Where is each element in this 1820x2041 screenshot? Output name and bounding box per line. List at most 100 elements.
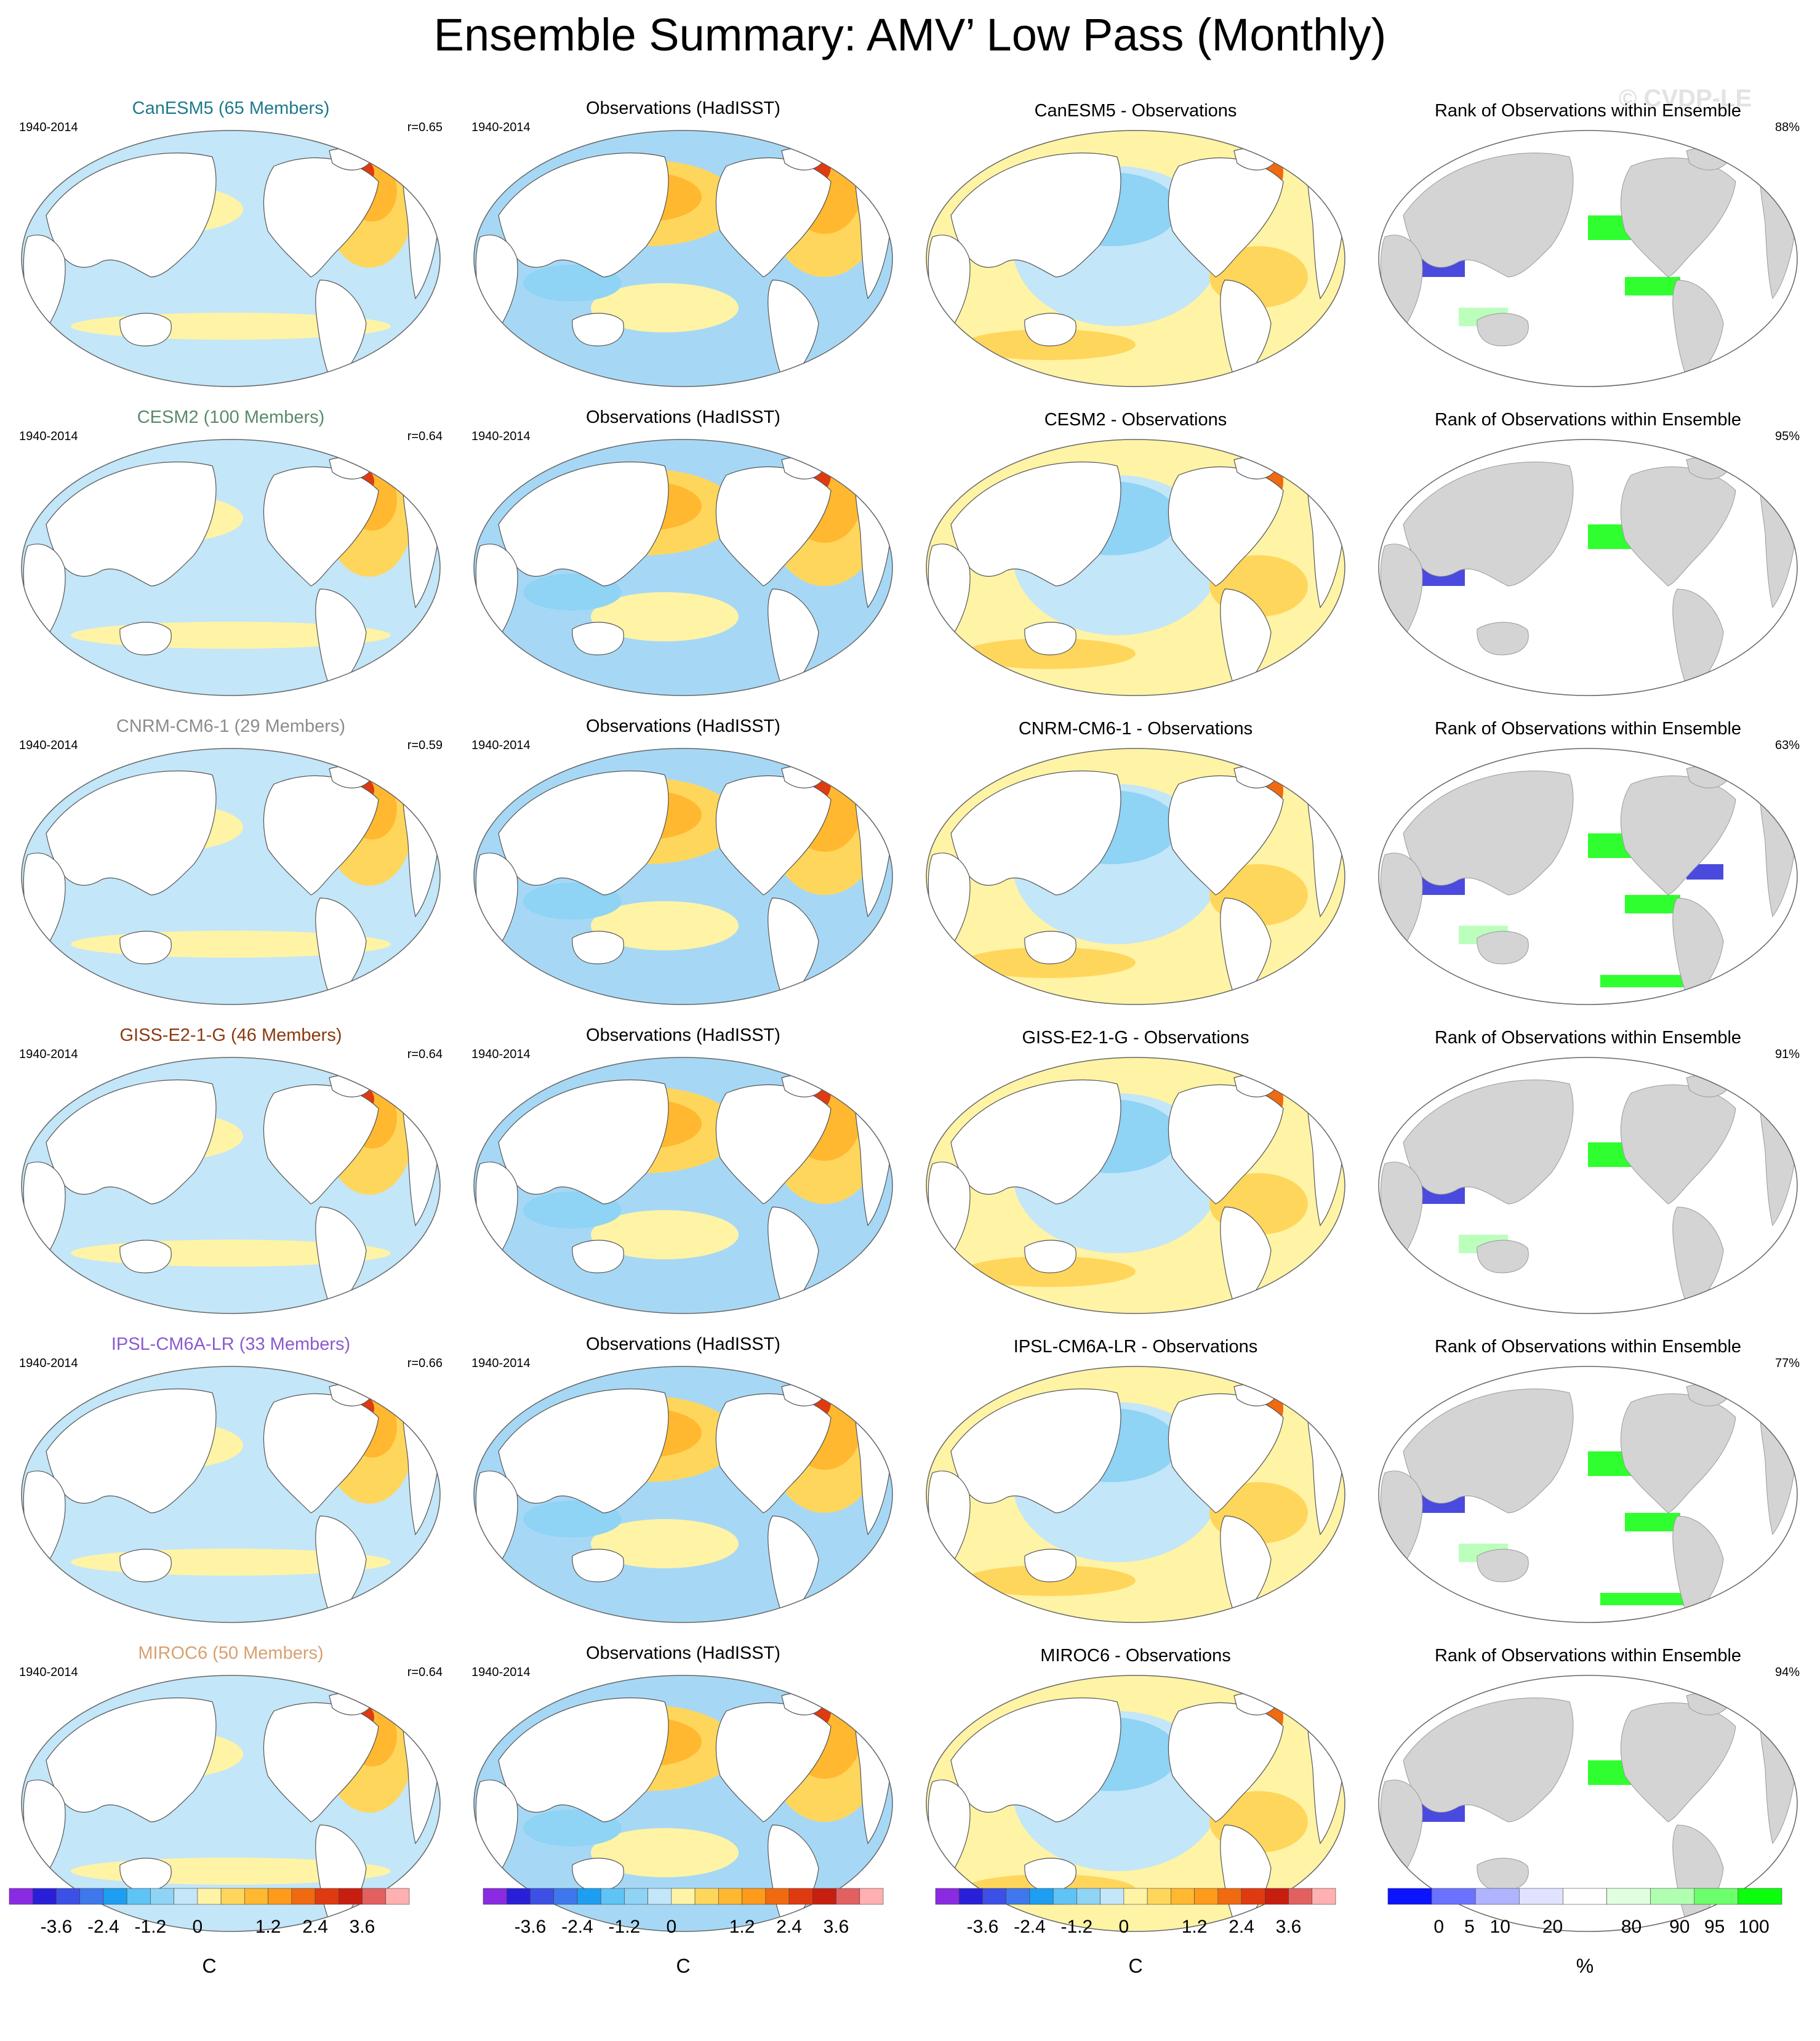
rank-patch bbox=[1625, 277, 1680, 295]
panel-title-obs: Observations (HadISST) bbox=[586, 1643, 780, 1663]
panel-diff: CanESM5 - Observations bbox=[914, 98, 1357, 394]
colorbar-rank-units: % bbox=[1576, 1955, 1594, 1977]
colorbar-tick: 3.6 bbox=[350, 1917, 375, 1937]
colorbar-tick: 1.2 bbox=[729, 1917, 755, 1937]
map-diff bbox=[926, 130, 1345, 387]
colorbar-swatch bbox=[1029, 1888, 1054, 1905]
colorbar-swatch bbox=[126, 1888, 151, 1905]
map-outline bbox=[1378, 439, 1798, 696]
rank-percent: 77% bbox=[1774, 1357, 1800, 1370]
colorbar-swatch bbox=[1387, 1888, 1432, 1905]
colorbar-swatch bbox=[718, 1888, 742, 1905]
panel-obs: Observations (HadISST) 1940-2014 bbox=[462, 407, 905, 703]
rank-patch bbox=[1625, 1513, 1680, 1531]
colorbar-swatch bbox=[1606, 1888, 1651, 1905]
colorbar-swatch bbox=[1694, 1888, 1739, 1905]
map-model bbox=[21, 1057, 441, 1314]
colorbar-tick: -3.6 bbox=[515, 1917, 547, 1937]
map-outline bbox=[926, 1366, 1345, 1623]
panel-title-diff: GISS-E2-1-G - Observations bbox=[1022, 1028, 1249, 1048]
period-label: 1940-2014 bbox=[471, 121, 531, 134]
panel-title-diff: CNRM-CM6-1 - Observations bbox=[1018, 719, 1253, 739]
panel-title-model: CESM2 (100 Members) bbox=[137, 407, 325, 427]
rank-percent: 88% bbox=[1774, 121, 1800, 134]
colorbar-swatch bbox=[79, 1888, 104, 1905]
colorbar-swatch bbox=[742, 1888, 766, 1905]
period-label: 1940-2014 bbox=[19, 1048, 78, 1061]
panel-title-model: GISS-E2-1-G (46 Members) bbox=[119, 1025, 342, 1045]
figure-title: Ensemble Summary: AMV’ Low Pass (Monthly… bbox=[433, 9, 1387, 60]
panel-title-diff: CESM2 - Observations bbox=[1044, 410, 1227, 430]
map-outline bbox=[1378, 748, 1798, 1005]
panel-title-model: CanESM5 (65 Members) bbox=[132, 98, 330, 118]
colorbar-tick: 20 bbox=[1542, 1917, 1563, 1937]
colorbar-swatch bbox=[1147, 1888, 1171, 1905]
map-outline bbox=[473, 130, 893, 387]
map-outline bbox=[21, 748, 441, 1005]
period-label: 1940-2014 bbox=[19, 1666, 78, 1679]
map-rank bbox=[1378, 130, 1798, 387]
panel-title-diff: CanESM5 - Observations bbox=[1034, 101, 1237, 121]
colorbar-tick: 2.4 bbox=[1229, 1917, 1254, 1937]
map-obs bbox=[473, 748, 893, 1005]
panel-model: CNRM-CM6-1 (29 Members) 1940-2014 r=0.59 bbox=[9, 716, 452, 1012]
colorbar-diff-units: C bbox=[1128, 1955, 1143, 1977]
colorbar-swatch bbox=[1519, 1888, 1563, 1905]
colorbar-swatch bbox=[1738, 1888, 1782, 1905]
colorbar-tick: 100 bbox=[1739, 1917, 1770, 1937]
map-model bbox=[21, 748, 441, 1005]
rank-patch bbox=[1600, 975, 1699, 987]
period-label: 1940-2014 bbox=[19, 121, 78, 134]
colorbar-tick: 3.6 bbox=[1276, 1917, 1302, 1937]
period-label: 1940-2014 bbox=[471, 739, 531, 752]
colorbar-diff-scale: -3.6 -2.4 -1.2 0 1.2 2.4 3.6 bbox=[935, 1888, 1336, 1937]
colorbar-swatch bbox=[577, 1888, 601, 1905]
map-outline bbox=[21, 1057, 441, 1314]
map-outline bbox=[21, 1675, 441, 1932]
colorbar-swatch bbox=[174, 1888, 198, 1905]
colorbar-swatch bbox=[483, 1888, 507, 1905]
panel-rank: Rank of Observations within Ensemble 91% bbox=[1366, 1025, 1810, 1321]
rank-percent: 94% bbox=[1774, 1666, 1800, 1679]
panel-obs: Observations (HadISST) 1940-2014 bbox=[462, 1025, 905, 1321]
panel-obs: Observations (HadISST) 1940-2014 bbox=[462, 716, 905, 1012]
colorbar-tick: 1.2 bbox=[255, 1917, 281, 1937]
panel-title-rank: Rank of Observations within Ensemble bbox=[1434, 1028, 1742, 1048]
colorbar-swatch bbox=[1076, 1888, 1100, 1905]
panel-rank: Rank of Observations within Ensemble 77% bbox=[1366, 1334, 1810, 1630]
map-outline bbox=[926, 439, 1345, 696]
map-outline bbox=[926, 1675, 1345, 1932]
colorbar-swatch bbox=[506, 1888, 531, 1905]
map-outline bbox=[21, 1366, 441, 1623]
map-diff bbox=[926, 1366, 1345, 1623]
map-rank bbox=[1378, 1057, 1798, 1314]
colorbar-swatch bbox=[1312, 1888, 1336, 1905]
colorbar-swatch bbox=[600, 1888, 625, 1905]
rank-patch bbox=[1625, 895, 1680, 913]
panel-diff: CESM2 - Observations bbox=[914, 407, 1357, 703]
colorbar-swatch bbox=[624, 1888, 648, 1905]
colorbar-swatch bbox=[150, 1888, 174, 1905]
panel-rank: Rank of Observations within Ensemble 88% bbox=[1366, 98, 1810, 394]
panel-obs: Observations (HadISST) 1940-2014 bbox=[462, 98, 905, 394]
pattern-correlation: r=0.64 bbox=[407, 1048, 443, 1061]
colorbar-swatch bbox=[1123, 1888, 1148, 1905]
colorbar-tick: 2.4 bbox=[302, 1917, 328, 1937]
colorbar-tick: -2.4 bbox=[87, 1917, 119, 1937]
panel-model: IPSL-CM6A-LR (33 Members) 1940-2014 r=0.66 bbox=[9, 1334, 452, 1630]
colorbar-model-scale: -3.6 -2.4 -1.2 0 1.2 2.4 3.6 bbox=[9, 1888, 410, 1937]
rank-percent: 91% bbox=[1774, 1048, 1800, 1061]
map-diff bbox=[926, 439, 1345, 696]
map-outline bbox=[473, 748, 893, 1005]
period-label: 1940-2014 bbox=[471, 1357, 531, 1370]
map-rank bbox=[1378, 748, 1798, 1005]
watermark: © CVDP-LE bbox=[1619, 85, 1752, 112]
map-obs bbox=[473, 439, 893, 696]
map-outline bbox=[473, 1057, 893, 1314]
colorbar-swatch bbox=[1475, 1888, 1520, 1905]
colorbar-swatch bbox=[385, 1888, 410, 1905]
panel-obs: Observations (HadISST) 1940-2014 bbox=[462, 1334, 905, 1630]
map-outline bbox=[1378, 1675, 1798, 1932]
colorbar-swatch bbox=[694, 1888, 719, 1905]
colorbar-swatch bbox=[1241, 1888, 1265, 1905]
